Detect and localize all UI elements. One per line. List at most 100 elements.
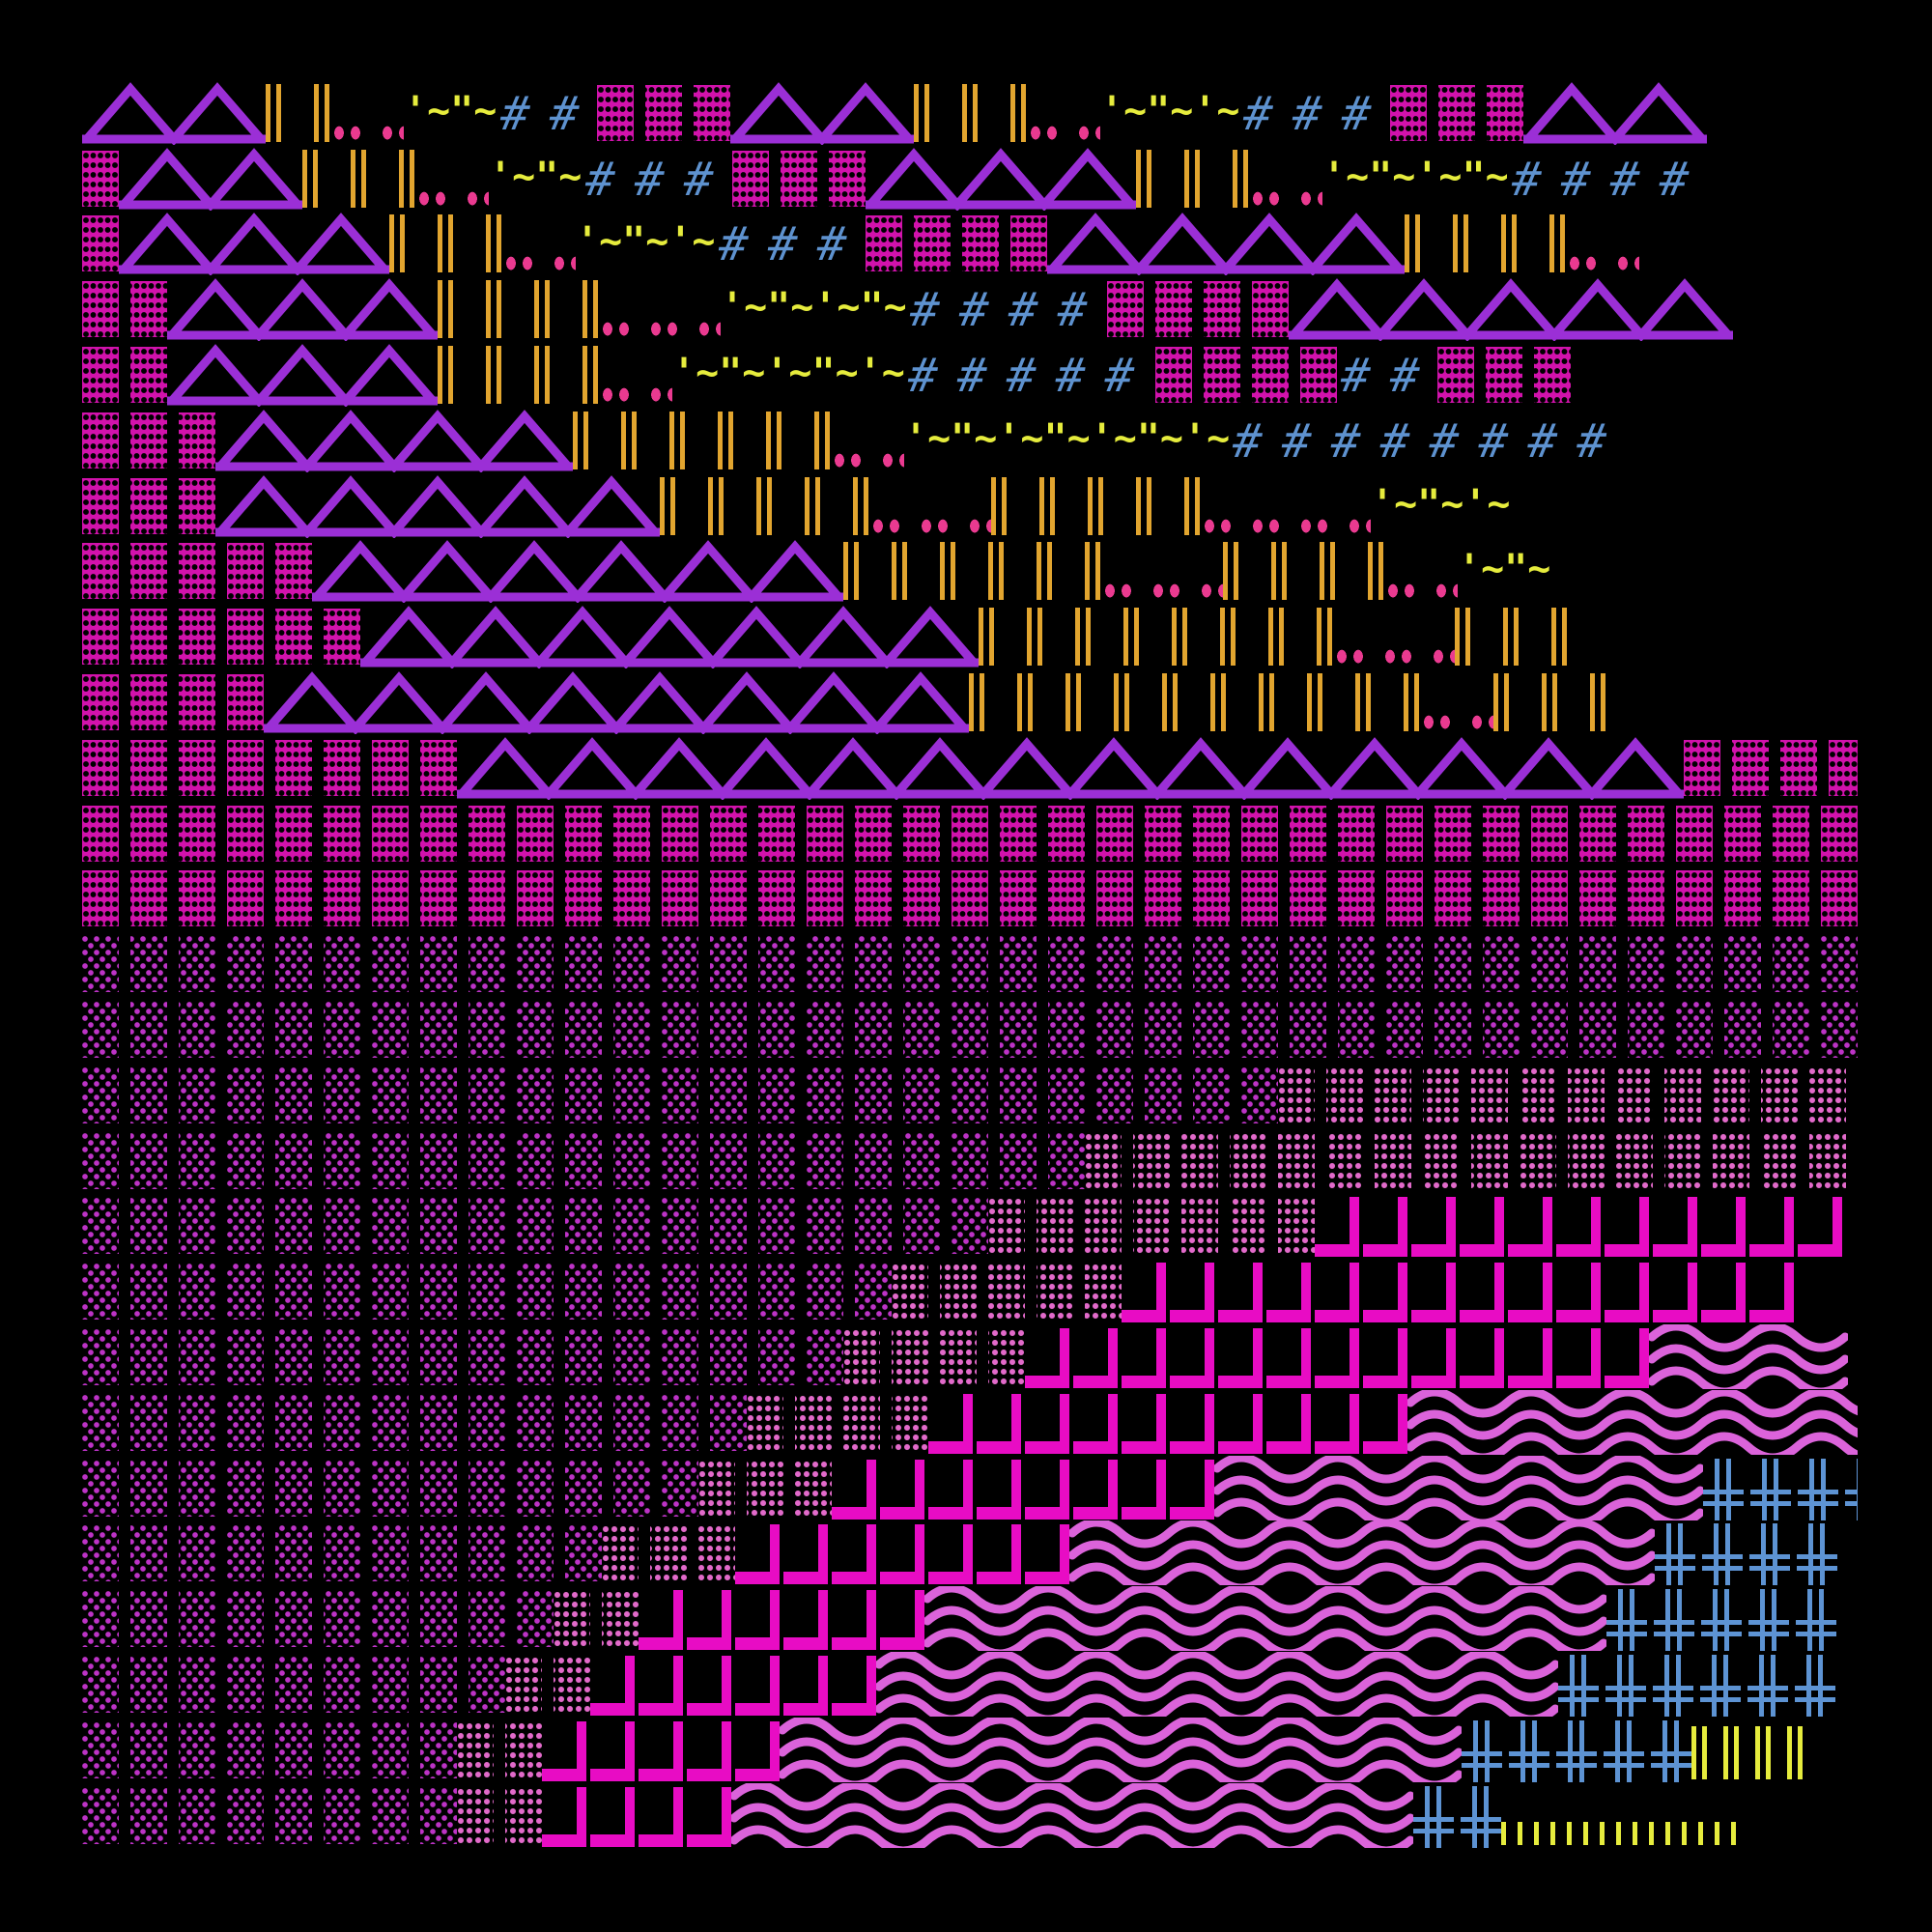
dense-dot-block-run: [597, 84, 730, 141]
gold-double-bar-run: [573, 411, 830, 469]
pink-dot-pair-run: [1200, 479, 1371, 536]
gold-double-bar-run: [1405, 214, 1565, 273]
gold-double-bar-run: [1136, 149, 1248, 208]
gold-double-bar-run: [843, 542, 1100, 601]
triangle-run: [167, 344, 438, 407]
magenta-comb-run: [1122, 1263, 1794, 1323]
glyph-row: [82, 1651, 1858, 1717]
quote-tilde-run: '~"~'~: [576, 219, 716, 265]
dense-dot-block-run: [866, 215, 1047, 272]
dense-dot-block-run: [1107, 281, 1289, 338]
triangle-run: [215, 474, 660, 538]
triple-wave-run: [1214, 1455, 1703, 1520]
hash-run: ###: [582, 152, 738, 207]
magenta-comb-run: [542, 1720, 780, 1781]
glyph-row: [82, 1782, 1858, 1848]
gold-double-bar-run: [438, 280, 598, 339]
glyph-row: '~"~'~"~'~ ##### ##: [82, 341, 1858, 407]
gold-double-bar-run: [1493, 672, 1605, 731]
medium-dot-block-run: [988, 1198, 1315, 1255]
triple-wave-run: [1407, 1389, 1858, 1455]
glyph-row: '~"~'~ ###: [82, 211, 1858, 276]
quote-tilde-run: '~"~'~: [1100, 88, 1240, 133]
glyph-row: [82, 1193, 1858, 1259]
sparse-dot-block-run: [82, 1328, 843, 1385]
gold-double-bar-run: [302, 149, 414, 208]
hash-run: ####: [1508, 152, 1714, 207]
triple-wave-run: [876, 1651, 1558, 1717]
triangle-run: [167, 278, 438, 342]
dense-dot-block-run: [1155, 346, 1337, 403]
dense-dot-block-run: [82, 673, 264, 730]
pink-dot-pair-run: [598, 348, 672, 405]
quote-tilde-run: '~"~'~: [1371, 481, 1511, 526]
blue-double-cross-run: [1655, 1523, 1837, 1586]
hash-run: ##: [497, 86, 604, 141]
magenta-comb-run: [928, 1393, 1407, 1454]
glyph-row: [82, 1127, 1858, 1193]
sparse-dot-block-run: [82, 1721, 457, 1778]
dense-dot-block-run: [1437, 346, 1571, 403]
triangle-run: [457, 736, 1684, 800]
triple-wave-run: [731, 1782, 1413, 1848]
hash-run: ###: [715, 217, 871, 272]
sparse-dot-block-run: [82, 1198, 988, 1255]
glyph-row: [82, 668, 1858, 734]
hash-run: ##: [1337, 348, 1444, 403]
glyph-row: [82, 996, 1858, 1062]
pink-dot-pair-run: [1248, 152, 1322, 209]
hash-run: #####: [904, 348, 1159, 403]
hash-run: ###: [1239, 86, 1396, 141]
triple-wave-run: [1069, 1520, 1655, 1586]
triangle-run: [119, 213, 389, 276]
triangle-run: [312, 540, 843, 604]
blue-double-cross-run: [1703, 1458, 1858, 1520]
dense-dot-block-run: [82, 609, 360, 666]
medium-dot-block-run: [698, 1460, 832, 1517]
sparse-dot-block-run: [82, 1656, 505, 1713]
glyph-row: '~"~'~"~'~"~'~ ########: [82, 407, 1858, 472]
pink-dot-pair-run: [1332, 611, 1455, 668]
triangle-run: [1289, 278, 1733, 342]
gold-double-bar-run: [914, 83, 1026, 142]
gold-double-bar-run: [438, 345, 598, 404]
triangle-run: [730, 81, 914, 145]
dense-dot-block-run: [1684, 739, 1858, 796]
gold-double-bar-run: [660, 476, 868, 535]
magenta-comb-run: [542, 1786, 731, 1847]
blue-double-cross-run: [1558, 1654, 1835, 1717]
glyph-row: '~"~: [82, 538, 1858, 604]
triangle-run: [1523, 81, 1707, 145]
yellow-double-bar-run: [1691, 1725, 1803, 1779]
dense-dot-block-run: [82, 412, 215, 469]
medium-dot-block-run: [602, 1525, 735, 1582]
glyph-row: [82, 1520, 1858, 1586]
blue-double-cross-run: [1462, 1719, 1691, 1782]
glyph-row: [82, 734, 1858, 800]
medium-dot-block-run: [505, 1656, 590, 1713]
sparse-dot-block-run: [82, 1460, 698, 1517]
triangle-run: [1047, 213, 1405, 276]
dense-dot-block-run: [82, 477, 215, 534]
glyph-row: [82, 1717, 1858, 1782]
glyph-row: [82, 1258, 1858, 1323]
magenta-comb-run: [1025, 1327, 1649, 1388]
gold-double-bar-run: [969, 672, 1419, 731]
dense-dot-block-run: [82, 150, 119, 207]
triple-wave-run: [924, 1586, 1606, 1652]
quote-tilde-run: '~"~: [1458, 547, 1551, 592]
sparse-dot-block-run: [82, 1001, 1858, 1058]
pink-dot-pair-run: [830, 413, 904, 470]
medium-dot-block-run: [1085, 1132, 1846, 1189]
dense-dot-block-run: [82, 281, 167, 338]
pink-dot-pair-run: [868, 479, 991, 536]
glyph-row: [82, 1389, 1858, 1455]
dense-dot-block-run: [82, 805, 1858, 862]
glyph-row: '~"~ ### '~"~'~"~ ####: [82, 145, 1858, 211]
dense-dot-block-run: [82, 215, 119, 272]
gold-double-bar-run: [1223, 542, 1383, 601]
glyph-row: [82, 1455, 1858, 1520]
medium-dot-block-run: [892, 1264, 1122, 1321]
